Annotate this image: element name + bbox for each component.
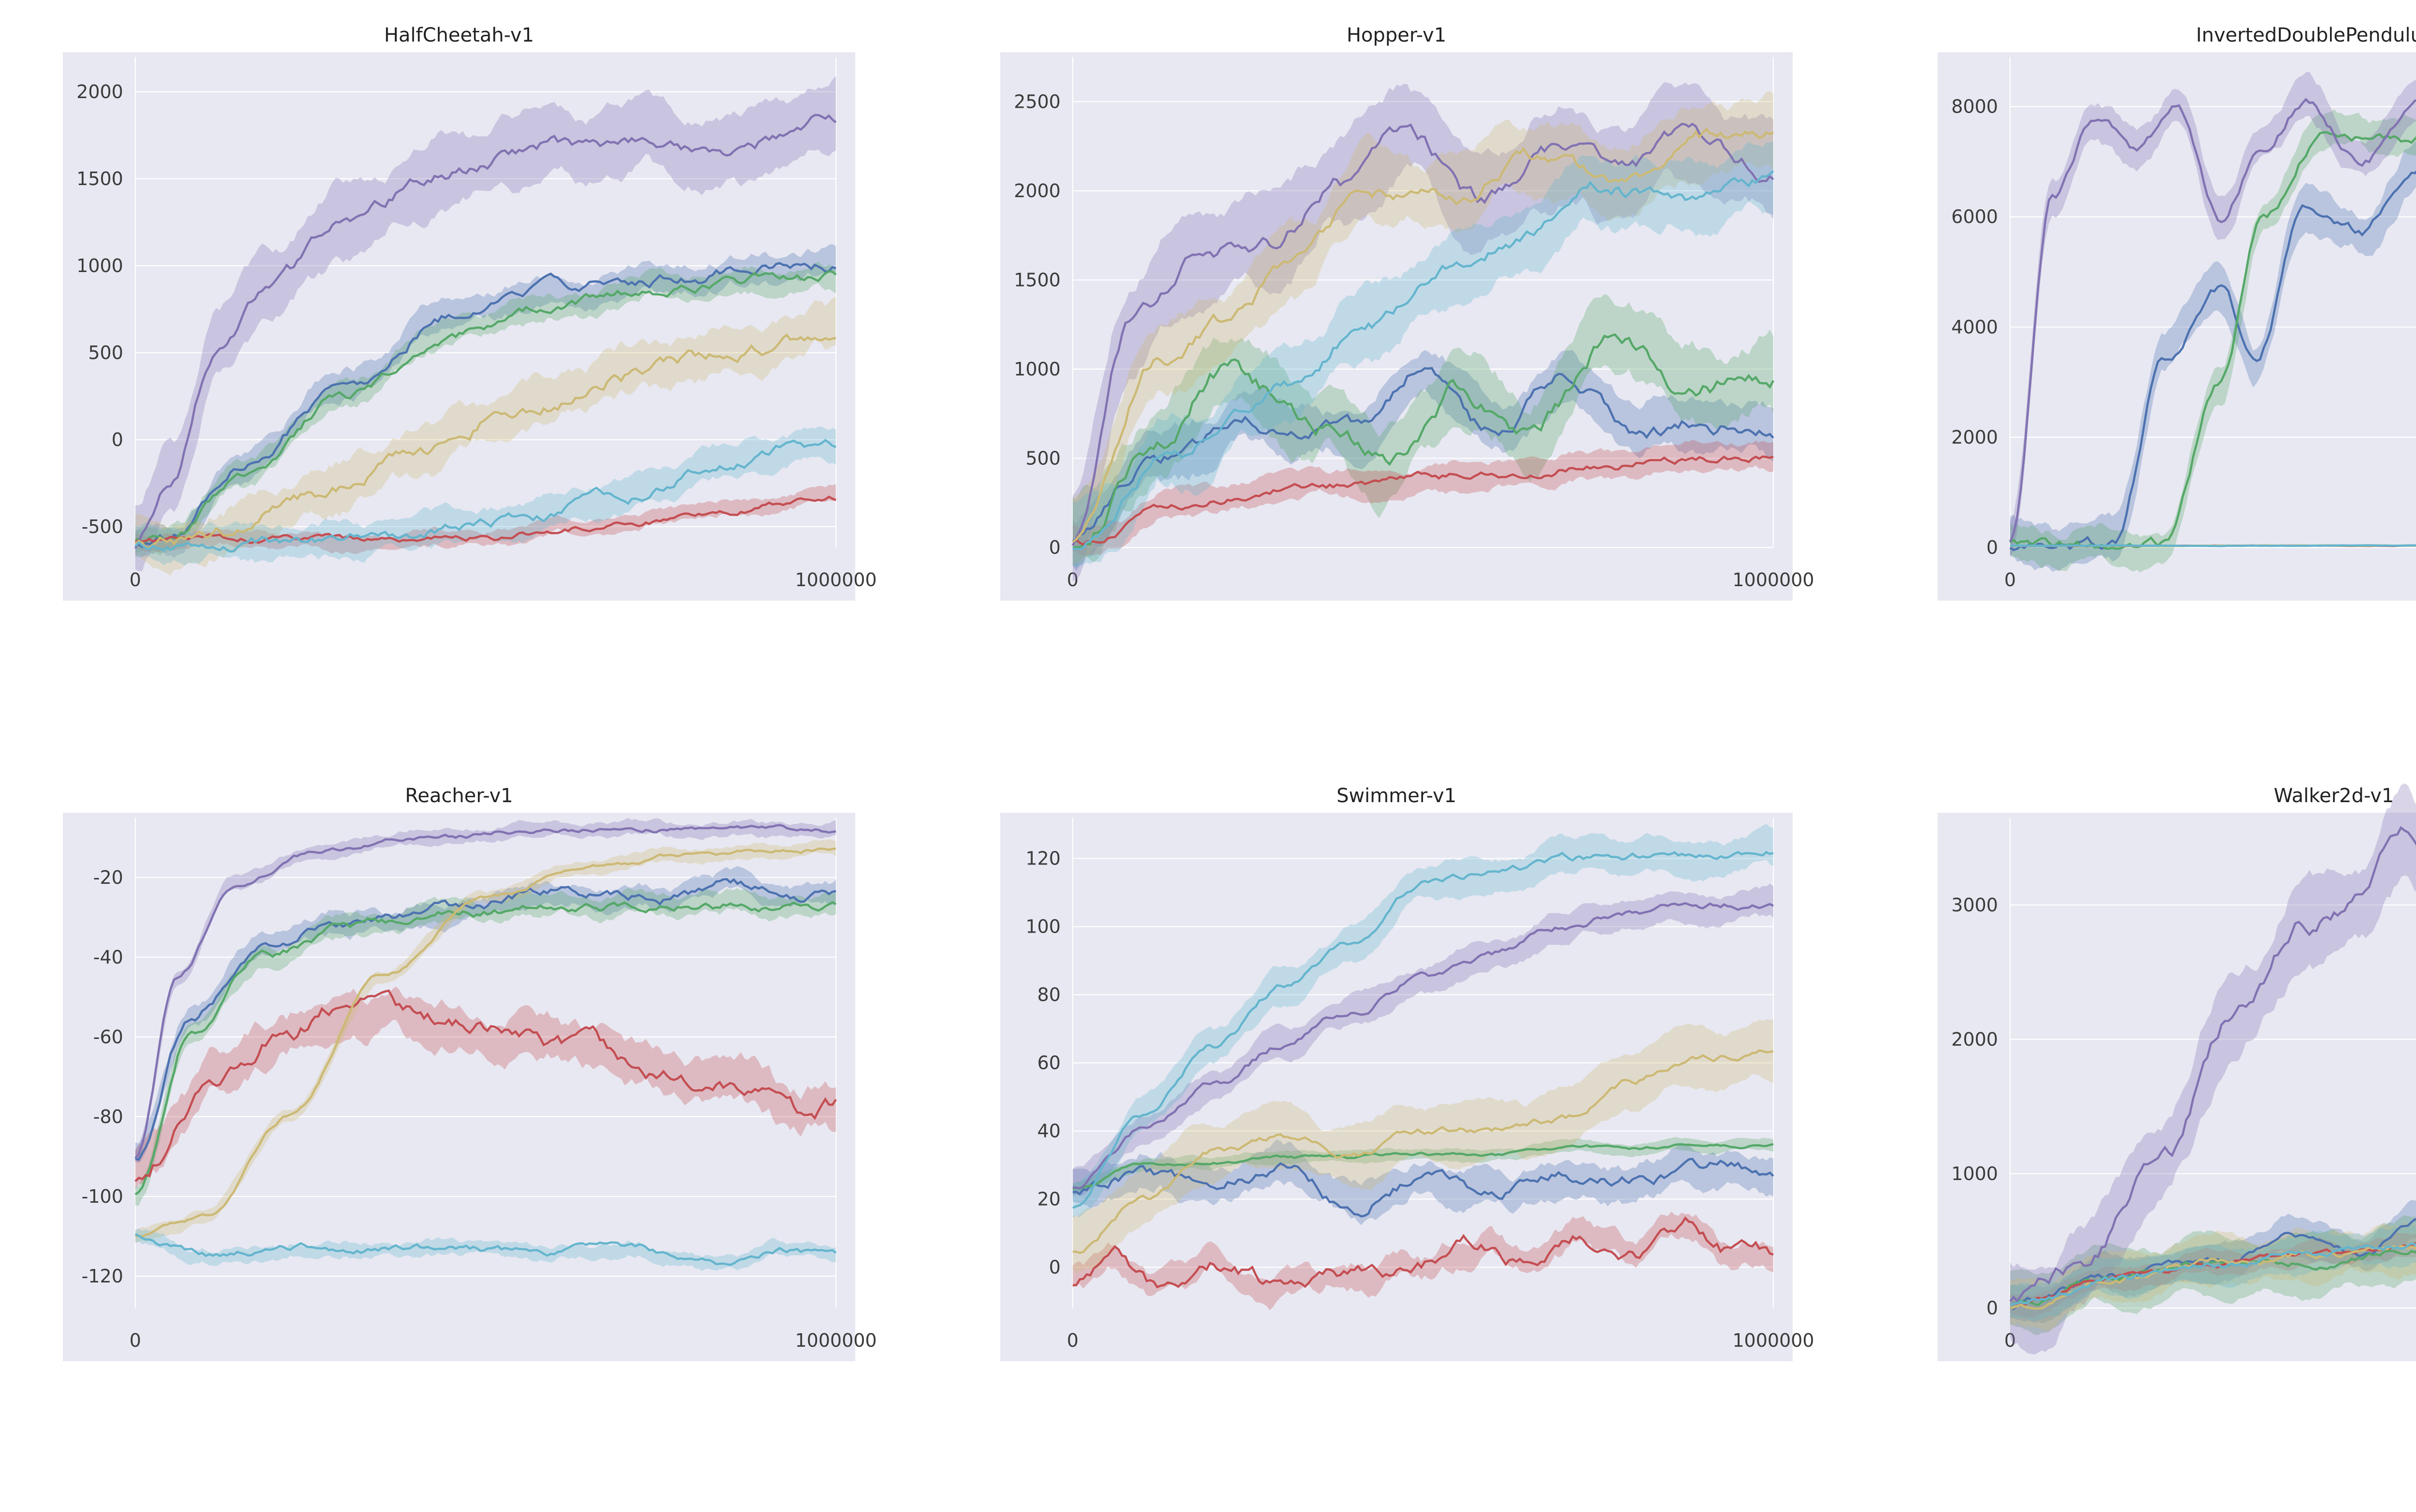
line-series-InvertedDoublePendulum-v1-trpo[interactable] — [2010, 545, 2416, 546]
ytick-label-Hopper-v1-1: 500 — [1025, 447, 1061, 469]
ytick-label-InvertedDoublePendulum-v1-1: 2000 — [1951, 427, 1998, 448]
subplot-title-swimmer: Swimmer-v1 — [1000, 785, 1793, 807]
subplot-walker2d: Walker2d-v1 010002000300001000000 — [1938, 813, 2416, 1361]
subplot-halfcheetah: HalfCheetah-v1 -500 0 500 1000 1500 2000 0 1000… — [63, 52, 855, 601]
plot-svg-Swimmer-v1: 0204060801001200 1000000 — [1000, 813, 1793, 1361]
ytick-label-Hopper-v1-3: 1500 — [1014, 269, 1061, 290]
subplot-title-halfcheetah: HalfCheetah-v1 — [63, 24, 855, 46]
xtick-label-Swimmer-v1-1: 1000000 — [1732, 1330, 1814, 1351]
confidence-band-Swimmer-v1-cross_entropy — [1073, 1211, 1773, 1310]
xtick-label-Hopper-v1-1: 1000000 — [1732, 569, 1814, 590]
ytick-label-HalfCheetah-v1-4: 1500 — [76, 168, 123, 189]
ytick-label-Swimmer-v1-3: 60 — [1037, 1052, 1061, 1074]
xtick-label-Reacher-v1-1: 1000000 — [795, 1330, 877, 1351]
ytick-label-Swimmer-v1-0: 0 — [1049, 1256, 1061, 1278]
xtick-label-InvertedDoublePendulum-v1-0: 0 — [2004, 569, 2016, 590]
ytick-label-Walker2d-v1-1: 1000 — [1951, 1163, 1998, 1184]
ytick-label-Reacher-v1-0: -120 — [82, 1266, 123, 1287]
subplot-title-hopper: Hopper-v1 — [1000, 24, 1793, 46]
ytick-label-HalfCheetah-v1-1: 0 — [112, 429, 123, 450]
plot-svg-HalfCheetah-v1: -500 0 500 1000 1500 2000 0 1000000 — [63, 52, 855, 601]
ytick-label-Walker2d-v1-2: 2000 — [1951, 1029, 1998, 1050]
ytick-label-Swimmer-v1-2: 40 — [1037, 1120, 1061, 1141]
ytick-label-Swimmer-v1-4: 80 — [1037, 984, 1061, 1006]
plot-svg-Reacher-v1: -120 -100 -80 -60 -40 -20 0 1000000 — [63, 813, 855, 1361]
ytick-label-HalfCheetah-v1-2: 500 — [88, 342, 123, 363]
xtick-label-HalfCheetah-v1-0: 0 — [129, 569, 141, 590]
subplot-inverteddoublependulum: InvertedDoublePendulum-v1 0 2000 4000 6000 8… — [1938, 52, 2416, 601]
ytick-label-Swimmer-v1-5: 100 — [1025, 916, 1061, 937]
plot-svg-InvertedDoublePendulum-v1: 0200040006000800001000000 — [1938, 52, 2416, 601]
subplot-hopper: Hopper-v1 0 500 1000 1500 2000 2500 0 1000000 — [1000, 52, 1793, 601]
subplot-title-reacher: Reacher-v1 — [63, 785, 855, 807]
xtick-label-Reacher-v1-0: 0 — [129, 1330, 141, 1351]
ytick-label-Walker2d-v1-0: 0 — [1986, 1297, 1998, 1319]
subplot-title-inverteddoublependulum: InvertedDoublePendulum-v1 — [1938, 24, 2416, 46]
ytick-label-Hopper-v1-5: 2500 — [1014, 91, 1061, 112]
confidence-band-InvertedDoublePendulum-v1-ppo_clip — [2010, 72, 2416, 556]
subplot-title-walker2d: Walker2d-v1 — [1938, 785, 2416, 807]
ytick-label-Reacher-v1-1: -100 — [82, 1186, 123, 1207]
subplot-reacher: Reacher-v1 -120 -100 -80 -60 -40 -20 0 1000000 — [63, 813, 855, 1361]
ytick-label-InvertedDoublePendulum-v1-3: 6000 — [1951, 206, 1998, 228]
ytick-label-HalfCheetah-v1-0: -500 — [82, 516, 123, 537]
ytick-label-Swimmer-v1-1: 20 — [1037, 1188, 1061, 1210]
ytick-label-InvertedDoublePendulum-v1-2: 4000 — [1951, 317, 1998, 338]
figure-root: HalfCheetah-v1 -500 0 500 1000 1500 2000 0 1000… — [0, 0, 2416, 1512]
ytick-label-Hopper-v1-4: 2000 — [1014, 180, 1061, 202]
xtick-label-HalfCheetah-v1-1: 1000000 — [795, 569, 877, 590]
ytick-label-Swimmer-v1-6: 120 — [1025, 848, 1061, 869]
xtick-label-Swimmer-v1-0: 0 — [1067, 1330, 1079, 1351]
ytick-label-Hopper-v1-0: 0 — [1049, 537, 1061, 558]
ytick-label-Reacher-v1-5: -20 — [93, 867, 123, 888]
ytick-label-InvertedDoublePendulum-v1-0: 0 — [1986, 537, 1998, 558]
ytick-label-Reacher-v1-4: -40 — [93, 947, 123, 968]
confidence-band-Reacher-v1-cross_entropy — [135, 986, 836, 1189]
ytick-label-Reacher-v1-3: -60 — [93, 1026, 123, 1048]
ytick-label-Walker2d-v1-3: 3000 — [1951, 894, 1998, 916]
plot-svg-Walker2d-v1: 010002000300001000000 — [1938, 813, 2416, 1361]
ytick-label-Reacher-v1-2: -80 — [93, 1106, 123, 1127]
ytick-label-HalfCheetah-v1-3: 1000 — [76, 255, 123, 276]
subplot-swimmer: Swimmer-v1 0 20 40 60 80 100 120 0 1000000 — [1000, 813, 1793, 1361]
ytick-label-InvertedDoublePendulum-v1-4: 8000 — [1951, 96, 1998, 117]
plot-svg-Hopper-v1: 0 500 1000 1500 2000 2500 0 1000000 — [1000, 52, 1793, 601]
ytick-label-Hopper-v1-2: 1000 — [1014, 359, 1061, 380]
ytick-label-HalfCheetah-v1-5: 2000 — [76, 81, 123, 102]
